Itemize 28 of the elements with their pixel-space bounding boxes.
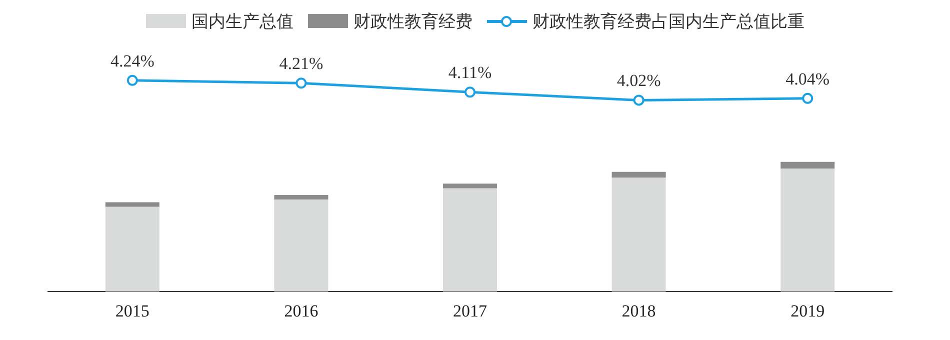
- legend-label: 财政性教育经费占国内生产总值比重: [532, 10, 804, 32]
- x-tick-label: 2017: [453, 301, 488, 320]
- x-tick-label: 2015: [115, 301, 150, 320]
- bar: [105, 202, 160, 207]
- bar: [780, 168, 835, 292]
- x-tick-label: 2016: [284, 301, 318, 320]
- bar: [612, 178, 666, 292]
- bar: [780, 162, 835, 168]
- data-label: 4.02%: [616, 71, 661, 90]
- data-label: 4.24%: [110, 51, 154, 70]
- point: [296, 78, 307, 89]
- bar: [442, 184, 498, 188]
- data-label: 4.21%: [279, 54, 324, 74]
- point: [633, 94, 644, 106]
- point: [464, 86, 476, 98]
- bar: [274, 194, 328, 200]
- data-label: 4.04%: [786, 69, 830, 88]
- legend-label: 财政性教育经费: [354, 10, 472, 32]
- data-label: 4.11%: [448, 63, 492, 82]
- x-tick-label: 2018: [622, 301, 656, 320]
- point: [126, 74, 138, 86]
- point: [802, 92, 814, 104]
- bar: [442, 188, 498, 292]
- bar: [105, 206, 160, 292]
- legend-label: 国内生产总值: [192, 10, 294, 32]
- x-tick-label: 2019: [790, 301, 825, 320]
- bar: [274, 200, 328, 292]
- bar: [612, 172, 666, 178]
